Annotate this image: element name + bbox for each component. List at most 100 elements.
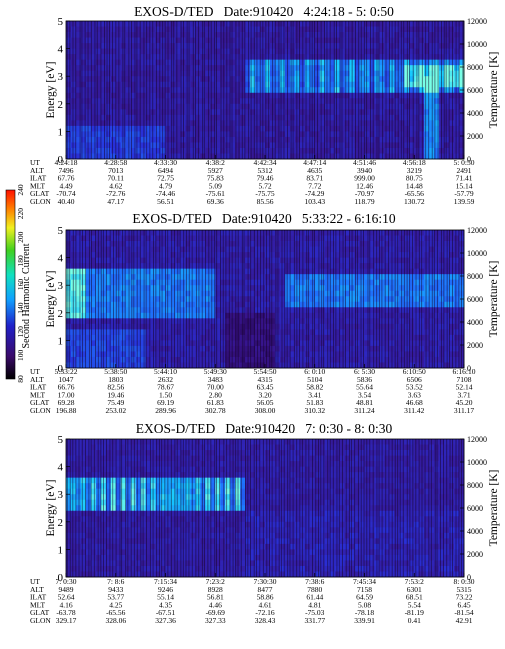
spectrogram-cell [155, 48, 161, 55]
spectrogram-cell [145, 516, 151, 523]
spectrogram-cell [369, 279, 375, 286]
spectrogram-cell [145, 455, 151, 462]
y2-tick-label: 2000 [467, 341, 483, 350]
table-cell: 40.40 [58, 197, 75, 206]
colorbar-tick-label: 220 [16, 208, 25, 220]
spectrogram-cell [449, 301, 455, 308]
table-cell: -65.56 [405, 189, 425, 198]
spectrogram-cell [235, 92, 241, 99]
spectrogram-cell [120, 334, 127, 341]
spectrogram-cell [115, 472, 122, 479]
spectrogram-cell [105, 268, 112, 275]
spectrogram-cell [66, 81, 72, 88]
spectrogram-cell [135, 76, 142, 83]
spectrogram-cell [294, 21, 301, 27]
spectrogram-cell [140, 318, 147, 325]
spectrogram-cell [210, 307, 216, 314]
data-gap-stripe [208, 230, 210, 368]
spectrogram-cell [150, 114, 156, 121]
spectrogram-cell [170, 21, 176, 27]
table-cell: 5:38:50 [104, 367, 127, 376]
spectrogram-cell [105, 59, 112, 66]
spectrogram-cell [195, 268, 201, 275]
spectrogram-cell [279, 153, 286, 160]
data-gap-stripe [401, 230, 403, 368]
spectrogram-cell [125, 125, 132, 132]
spectrogram-cell [175, 76, 181, 83]
table-cell: 80.75 [406, 174, 423, 183]
spectrogram-cell [240, 92, 246, 99]
spectrogram-cell [105, 334, 112, 341]
spectrogram-cell [364, 285, 370, 292]
spectrogram-cell [304, 43, 311, 49]
data-gap-stripe [235, 230, 237, 368]
spectrogram-cell [359, 246, 365, 253]
spectrogram-cell [414, 362, 420, 369]
spectrogram-cell [369, 136, 375, 143]
spectrogram-cell [135, 510, 142, 517]
spectrogram-cell [130, 505, 137, 512]
spectrogram-cell [409, 340, 415, 347]
spectrogram-cell [145, 125, 151, 132]
table-cell: 4.79 [159, 181, 172, 190]
spectrogram-cell [364, 98, 370, 105]
spectrogram-cell [120, 257, 127, 264]
spectrogram-cell [289, 362, 296, 369]
y2-tick-label: 12000 [467, 17, 487, 26]
spectrogram-cell [394, 274, 400, 281]
spectrogram-cell [145, 444, 151, 451]
table-cell: 19.46 [107, 390, 124, 399]
spectrogram-cell [130, 450, 137, 456]
data-gap-stripe [164, 21, 166, 159]
spectrogram-cell [444, 76, 450, 83]
spectrogram-cell [289, 285, 296, 292]
spectrogram-cell [424, 131, 430, 138]
spectrogram-cell [130, 147, 137, 154]
spectrogram-cell [394, 318, 400, 325]
spectrogram-cell [459, 21, 465, 27]
spectrogram-cell [409, 43, 415, 49]
table-cell: 70.00 [207, 383, 224, 392]
spectrogram-cell [225, 241, 231, 247]
data-gap-stripe [381, 230, 383, 368]
spectrogram-cell [279, 59, 286, 66]
spectrogram-cell [319, 334, 326, 341]
spectrogram-cell [130, 571, 137, 578]
spectrogram-cell [294, 136, 301, 143]
spectrogram-cell [409, 103, 415, 110]
spectrogram-cell [364, 279, 370, 286]
data-gap-stripe [146, 21, 148, 159]
spectrogram-cell [155, 252, 161, 258]
spectrogram-cell [329, 274, 336, 281]
spectrogram-cell [294, 296, 301, 303]
table-cell: 7.72 [308, 181, 321, 190]
spectrogram-cell [145, 488, 151, 495]
spectrogram-cell [369, 92, 375, 99]
spectrogram-cell [279, 26, 286, 33]
spectrogram-cell [304, 356, 311, 363]
table-cell: 3.41 [308, 390, 321, 399]
spectrogram-cell [379, 98, 385, 105]
spectrogram-cell [80, 142, 87, 149]
spectrogram-cell [150, 37, 156, 44]
spectrogram-cell [80, 301, 87, 308]
spectrogram-cell [185, 235, 191, 242]
spectrogram-cell [344, 114, 350, 121]
spectrogram-cell [260, 362, 266, 369]
spectrogram-cell [185, 274, 191, 281]
spectrogram-cell [394, 32, 400, 38]
spectrogram-cell [215, 356, 221, 363]
spectrogram-cell [379, 142, 385, 149]
spectrogram-cell [245, 21, 251, 27]
spectrogram-cell [265, 345, 271, 352]
colorbar-scale [5, 189, 16, 380]
spectrogram-cell [190, 312, 196, 319]
spectrogram-cell [314, 235, 321, 242]
spectrogram-cell [265, 268, 271, 275]
spectrogram-cell [90, 510, 97, 517]
spectrogram-cell [100, 120, 107, 127]
spectrogram-cell [230, 296, 236, 303]
spectrogram-cell [135, 356, 142, 363]
spectrogram-cell [90, 527, 97, 534]
